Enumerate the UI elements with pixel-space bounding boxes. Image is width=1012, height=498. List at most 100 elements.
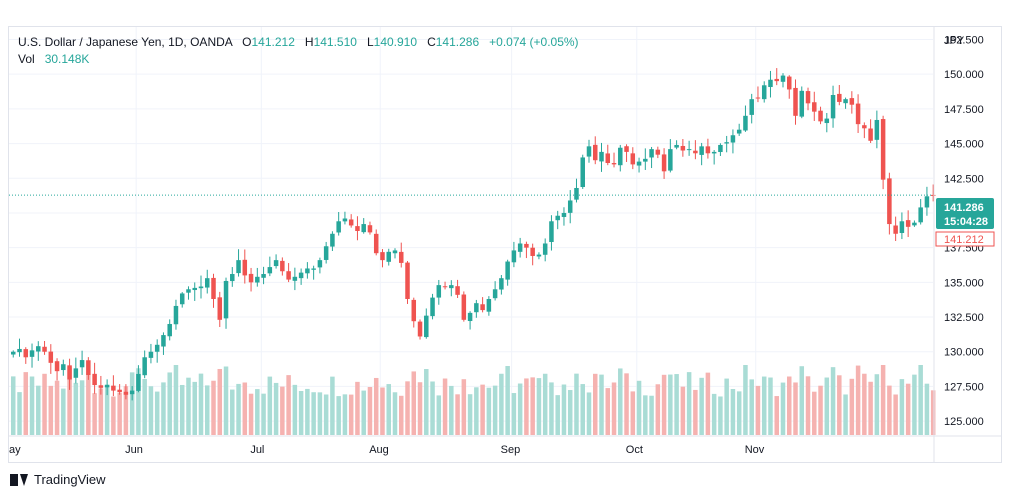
candle-body[interactable] [442,286,448,288]
candle-body[interactable] [123,391,129,395]
candle-body[interactable] [111,385,116,391]
candle-body[interactable] [392,250,398,254]
candle-body[interactable] [292,276,298,281]
candle-body[interactable] [499,278,504,290]
candle-body[interactable] [173,305,179,325]
candle-body[interactable] [198,286,204,289]
candle-body[interactable] [680,145,686,151]
candle-body[interactable] [217,297,223,320]
candle-body[interactable] [336,221,341,233]
candle-body[interactable] [29,350,35,357]
candle-body[interactable] [380,252,385,261]
candle-body[interactable] [405,262,410,299]
candle-body[interactable] [874,119,880,140]
candle-body[interactable] [862,125,867,129]
candle-body[interactable] [323,246,329,260]
candle-body[interactable] [730,135,736,143]
candle-body[interactable] [618,147,623,166]
candle-body[interactable] [574,187,579,200]
candle-body[interactable] [186,289,191,293]
candle-body[interactable] [11,351,16,355]
candle-body[interactable] [411,299,417,322]
candle-body[interactable] [549,221,554,243]
candle-body[interactable] [649,149,654,158]
candle-body[interactable] [905,220,911,227]
candle-body[interactable] [73,368,79,378]
candle-body[interactable] [342,218,348,222]
candle-body[interactable] [298,272,304,279]
candle-body[interactable] [668,149,673,171]
candle-body[interactable] [136,373,141,391]
candle-body[interactable] [511,250,517,263]
candle-body[interactable] [880,119,886,180]
candle-body[interactable] [918,207,923,223]
candle-body[interactable] [555,215,560,221]
candle-body[interactable] [786,76,792,90]
footer-brand[interactable]: TradingView [10,472,106,487]
candle-body[interactable] [505,261,510,280]
candle-body[interactable] [824,118,830,124]
candle-body[interactable] [148,351,154,358]
candle-body[interactable] [849,98,855,105]
candle-body[interactable] [536,254,542,257]
candle-body[interactable] [17,348,22,353]
candle-body[interactable] [430,297,435,317]
candle-body[interactable] [223,280,229,319]
candle-body[interactable] [36,346,41,352]
candle-body[interactable] [129,390,135,395]
candle-body[interactable] [192,287,197,291]
candle-body[interactable] [261,274,266,278]
candle-body[interactable] [793,87,798,116]
candle-body[interactable] [455,286,460,295]
candle-body[interactable] [774,78,779,82]
candle-body[interactable] [161,335,166,347]
candle-body[interactable] [655,149,661,155]
candle-body[interactable] [542,243,548,255]
candle-body[interactable] [611,163,617,165]
candle-body[interactable] [154,344,160,352]
candle-body[interactable] [142,357,147,376]
candle-body[interactable] [86,360,91,376]
candle-body[interactable] [580,157,585,188]
candle-body[interactable] [61,364,66,371]
candle-body[interactable] [211,277,216,299]
candle-body[interactable] [705,146,711,154]
candle-body[interactable] [23,349,29,358]
candle-body[interactable] [42,346,47,352]
candle-body[interactable] [305,268,310,274]
candle-body[interactable] [930,194,936,196]
candle-body[interactable] [761,85,767,100]
candle-body[interactable] [693,150,698,154]
candle-body[interactable] [912,222,917,226]
candle-body[interactable] [661,154,667,172]
candle-body[interactable] [104,385,110,388]
candle-body[interactable] [530,247,535,256]
candle-body[interactable] [768,79,773,88]
candle-body[interactable] [317,260,323,268]
candle-body[interactable] [398,251,404,263]
candle-body[interactable] [286,271,291,280]
candle-body[interactable] [724,142,729,144]
candle-body[interactable] [899,221,905,234]
candle-body[interactable] [893,225,898,234]
candle-body[interactable] [424,315,429,338]
candle-body[interactable] [686,149,692,151]
candle-body[interactable] [54,361,60,372]
candle-body[interactable] [267,267,273,274]
candle-body[interactable] [718,144,723,153]
time-axis[interactable]: ay Jun Jul Aug Sep Oct Nov [9,444,765,456]
candle-body[interactable] [780,75,786,82]
candle-body[interactable] [242,259,248,276]
candle-body[interactable] [373,233,379,254]
candle-body[interactable] [643,158,648,162]
candle-body[interactable] [248,273,254,283]
candle-body[interactable] [79,360,85,368]
candle-body[interactable] [311,268,316,270]
candle-body[interactable] [837,93,842,102]
candle-body[interactable] [236,260,241,274]
candle-body[interactable] [818,110,823,122]
candle-body[interactable] [843,99,848,104]
candle-body[interactable] [561,212,567,217]
candle-body[interactable] [467,312,473,322]
